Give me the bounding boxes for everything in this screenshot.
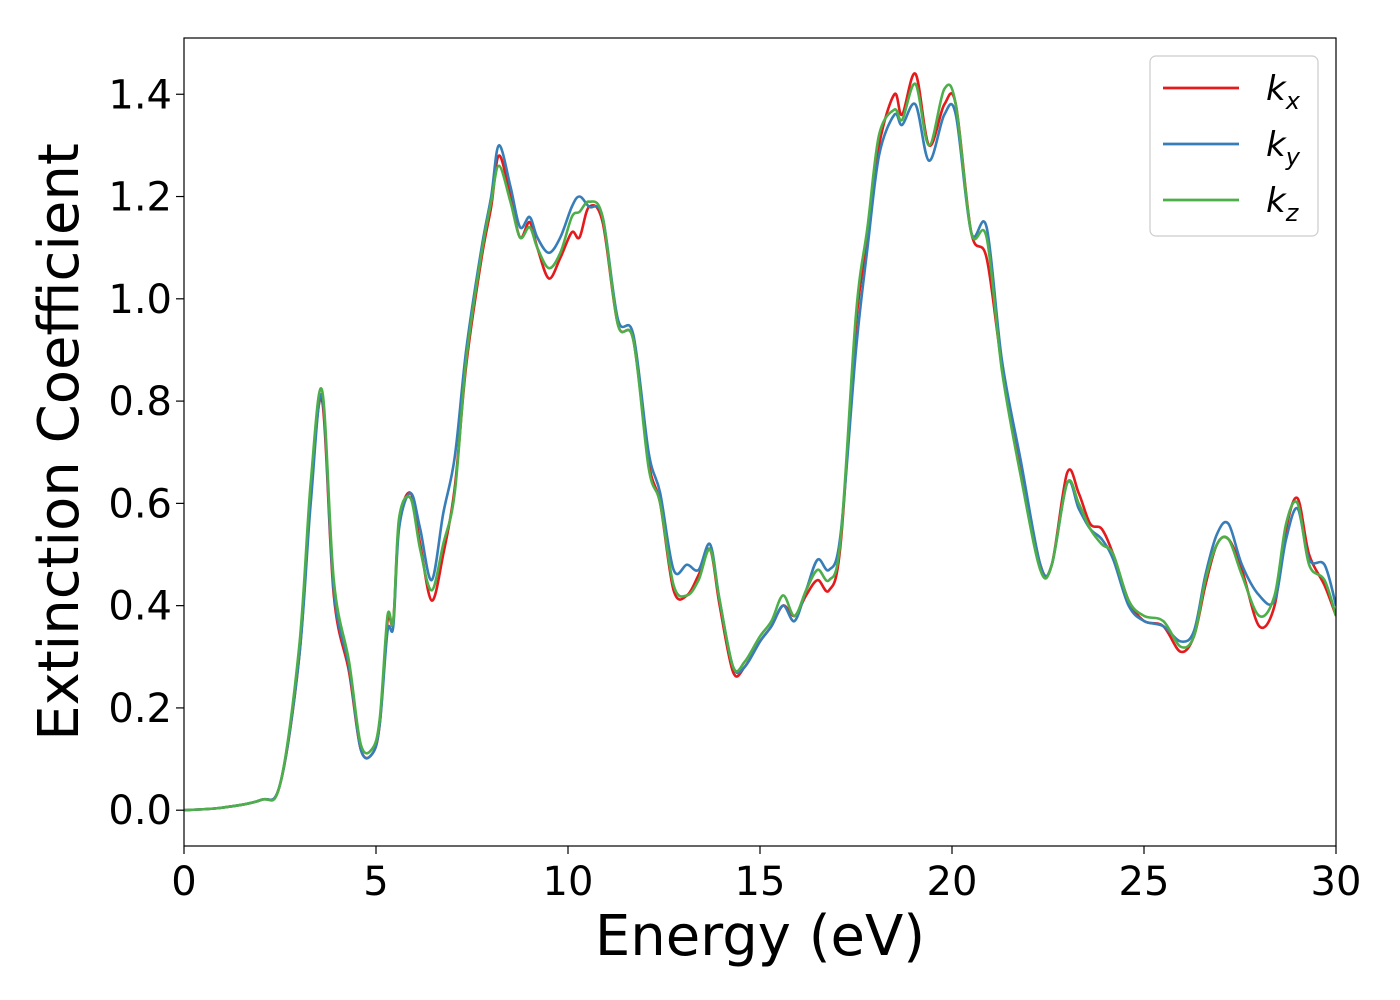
legend-label-y: ky <box>1266 125 1301 171</box>
y-tick-label: 0.6 <box>108 481 172 527</box>
x-axis-label: Energy (eV) <box>595 904 925 969</box>
x-tick-label: 5 <box>363 859 388 905</box>
series-line-z <box>184 82 1336 812</box>
x-tick-label: 30 <box>1311 859 1362 905</box>
x-tick-label: 10 <box>543 859 594 905</box>
x-tick-label: 0 <box>171 859 196 905</box>
x-tick-label: 15 <box>735 859 786 905</box>
y-tick-label: 0.2 <box>108 686 172 732</box>
y-axis-label: Extinction Coefficient <box>27 143 92 741</box>
y-tick-label: 1.4 <box>108 72 172 118</box>
y-axis: 0.0 0.2 0.4 0.6 0.8 1.0 1.2 1.4 <box>108 72 184 834</box>
x-tick-label: 20 <box>927 859 978 905</box>
legend-box <box>1149 55 1319 237</box>
x-axis: 0 5 10 15 20 25 30 <box>171 846 1361 905</box>
y-tick-label: 0.4 <box>108 584 172 630</box>
y-tick-label: 0.0 <box>108 788 172 834</box>
legend: kx ky kz <box>1149 55 1319 237</box>
x-tick-label: 25 <box>1119 859 1170 905</box>
y-tick-label: 0.8 <box>108 379 172 425</box>
legend-label-z: kz <box>1266 181 1300 227</box>
y-tick-label: 1.2 <box>108 175 172 221</box>
legend-label-x: kx <box>1266 69 1301 115</box>
series-group <box>184 72 1336 812</box>
y-tick-label: 1.0 <box>108 277 172 323</box>
